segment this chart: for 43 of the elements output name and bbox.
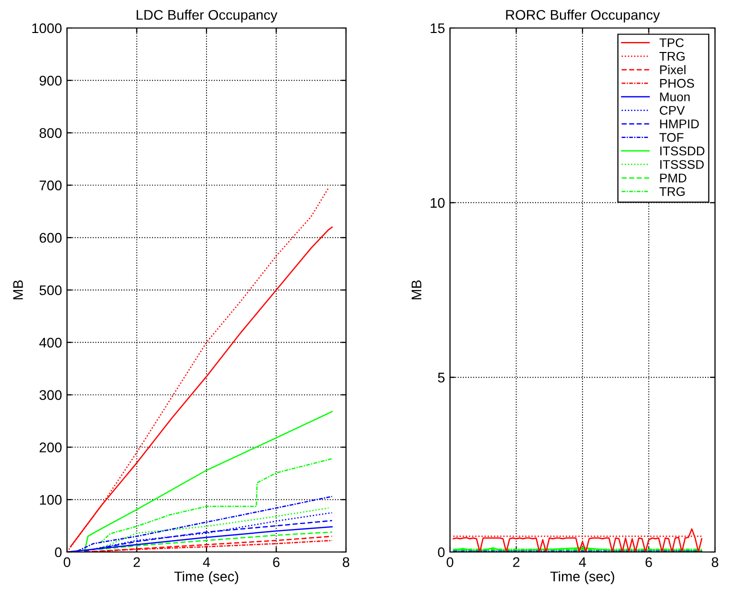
legend-label: ITSSDD	[660, 146, 704, 156]
y-tick-label: 700	[40, 180, 62, 190]
x-tick-label: 2	[513, 557, 520, 567]
x-axis-title: Time (sec)	[174, 571, 238, 584]
legend-label: Pixel	[660, 65, 686, 74]
y-tick-label: 800	[40, 128, 62, 138]
y-tick-label: 600	[40, 232, 62, 243]
x-tick-label: 8	[342, 557, 350, 568]
x-tick-label: 4	[202, 557, 210, 567]
y-tick-label: 15	[430, 23, 445, 34]
chart-title: LDC Buffer Occupancy	[136, 10, 278, 23]
x-tick-label: 0	[64, 557, 70, 568]
legend-label: ITSSSD	[660, 160, 704, 169]
legend-label: PHOS	[660, 78, 694, 88]
chart-title: RORC Buffer Occupancy	[506, 10, 660, 23]
y-axis-title: MB	[412, 280, 422, 300]
y-tick-label: 900	[40, 76, 62, 86]
y-tick-label: 400	[39, 338, 62, 348]
y-tick-label: 0	[438, 547, 445, 558]
legend-label: CPV	[660, 106, 685, 115]
legend-label: Muon	[660, 92, 690, 102]
y-tick-label: 500	[40, 285, 62, 296]
legend-label: HMPID	[660, 120, 699, 128]
y-axis-title: MB	[13, 280, 23, 300]
y-tick-label: 5	[438, 372, 445, 383]
x-tick-label: 6	[273, 557, 280, 568]
x-tick-label: 4	[578, 557, 586, 567]
y-tick-label: 10	[430, 198, 445, 208]
y-tick-label: 1000	[32, 23, 62, 34]
legend-label: TOF	[659, 133, 684, 142]
legend-label: TRG	[659, 52, 685, 61]
x-tick-label: 8	[712, 557, 718, 568]
y-tick-label: 0	[54, 547, 62, 558]
y-tick-label: 200	[40, 442, 62, 452]
y-tick-label: 100	[40, 494, 62, 505]
x-tick-label: 0	[446, 557, 454, 568]
x-axis-title: Time (sec)	[550, 571, 614, 584]
legend-label: TPC	[659, 38, 684, 48]
legend-label: PMD	[660, 174, 686, 182]
x-tick-label: 2	[134, 557, 140, 567]
y-tick-label: 300	[40, 390, 62, 400]
legend-label: TRG	[659, 187, 685, 196]
x-tick-label: 6	[646, 557, 652, 568]
